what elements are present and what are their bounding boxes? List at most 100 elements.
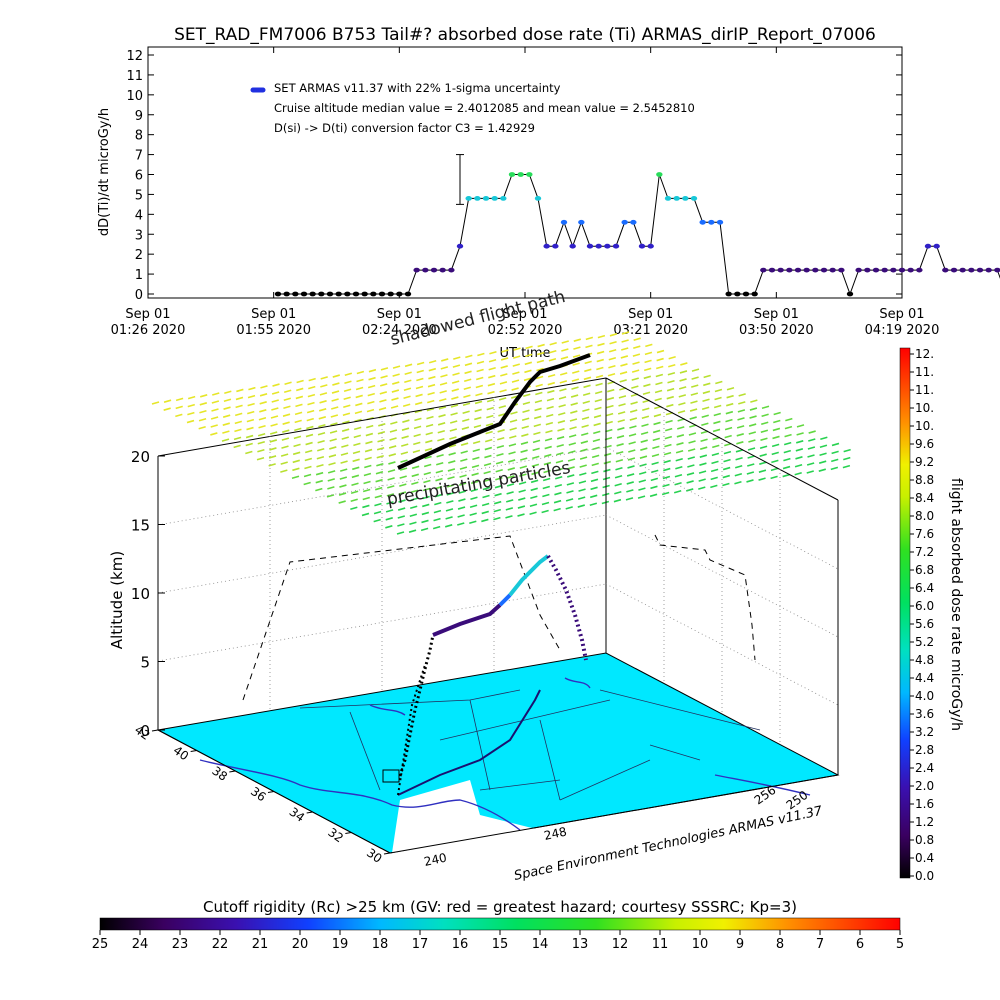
precip-dash xyxy=(379,383,388,387)
precip-dash xyxy=(725,410,734,415)
precip-dash xyxy=(340,460,348,464)
precip-dash xyxy=(426,415,434,420)
precip-dash xyxy=(542,477,551,482)
x-tick-label-date: Sep 01 xyxy=(879,307,924,322)
precip-dash xyxy=(578,480,587,484)
precip-dash xyxy=(392,381,400,385)
precip-dash xyxy=(423,463,432,468)
precip-dash xyxy=(373,518,381,523)
precip-dash xyxy=(269,431,278,435)
x-tick-label-time: 02:52 2020 xyxy=(488,323,563,338)
colorbar-tick-label: 7.6 xyxy=(915,527,934,541)
dose-rate-colorbar-gradient xyxy=(899,347,911,879)
precip-dash xyxy=(257,440,265,445)
precip-dash xyxy=(446,484,455,488)
precip-dash xyxy=(597,334,606,339)
precip-dash xyxy=(818,468,827,472)
precip-dash xyxy=(534,407,542,412)
y-tick-label: 6 xyxy=(135,169,143,184)
precip-dash xyxy=(458,482,467,486)
precip-dash xyxy=(758,477,766,481)
precip-dash xyxy=(644,351,653,356)
precip-dash xyxy=(614,474,623,479)
precip-dash xyxy=(413,425,422,430)
precip-dash xyxy=(423,479,431,484)
precip-dash xyxy=(441,358,449,362)
precip-dash xyxy=(572,370,580,374)
precip-dash xyxy=(723,458,731,463)
precip-dash xyxy=(842,464,851,469)
precip-dash xyxy=(433,517,441,522)
precip-dash xyxy=(437,438,445,442)
precip-dash xyxy=(771,451,779,456)
dose-rate-line xyxy=(278,174,1000,296)
precip-dash xyxy=(593,430,601,435)
precip-dash xyxy=(759,453,767,457)
precip-dash xyxy=(422,487,431,492)
precip-dash xyxy=(687,448,696,452)
precip-dash xyxy=(344,372,353,377)
y-tick-label: 5 xyxy=(135,188,143,203)
precip-dash xyxy=(734,472,743,477)
precip-dash xyxy=(307,393,316,398)
dose-rate-point xyxy=(968,267,975,273)
precip-dash xyxy=(463,386,472,391)
precip-dash xyxy=(233,444,241,449)
precip-dash xyxy=(305,441,313,446)
precip-dash xyxy=(304,449,313,454)
precip-dash xyxy=(340,452,349,456)
precip-dash xyxy=(617,419,625,423)
x-tick-label-date: Sep 01 xyxy=(377,307,422,322)
precip-dash xyxy=(453,356,461,360)
dose-rate-point xyxy=(387,291,394,297)
precip-dash xyxy=(618,395,627,399)
precip-dash xyxy=(771,459,779,464)
dose-rate-point xyxy=(812,267,819,273)
precip-dash xyxy=(666,387,675,392)
precip-dash xyxy=(631,377,639,381)
dose-rate-point xyxy=(682,196,689,201)
precip-dash xyxy=(331,406,339,410)
precip-dash xyxy=(656,349,665,354)
precip-dash xyxy=(654,397,662,402)
precip-dash xyxy=(783,441,792,446)
dose-rate-point xyxy=(656,172,663,177)
precip-dash xyxy=(499,381,508,385)
y-tick-label: 1 xyxy=(135,268,143,283)
precip-dash xyxy=(726,394,734,399)
precip-dash xyxy=(260,385,268,389)
dose-rate-point xyxy=(526,172,533,177)
precip-dash xyxy=(558,404,566,408)
precip-dash xyxy=(506,491,514,495)
precip-dash xyxy=(292,459,300,464)
precip-dash xyxy=(411,473,419,478)
ut-time-axis-label: UT time xyxy=(500,346,551,361)
dose-rate-point xyxy=(621,219,628,225)
precip-dash xyxy=(496,445,505,449)
precip-dash xyxy=(320,376,328,380)
precip-dash xyxy=(555,459,564,464)
precip-dash xyxy=(223,406,231,410)
precip-dash xyxy=(438,414,446,418)
dose-rate-point xyxy=(716,219,724,225)
precip-dash xyxy=(280,469,288,473)
dose-rate-point xyxy=(456,243,464,249)
precip-dash xyxy=(518,489,526,493)
precip-dash xyxy=(678,394,687,398)
precip-dash xyxy=(403,395,411,400)
precip-dash xyxy=(616,443,624,447)
precip-dash xyxy=(583,376,592,381)
dose-rate-point xyxy=(274,291,282,297)
precip-dash xyxy=(341,436,349,440)
precip-dash xyxy=(632,353,641,357)
precip-dash xyxy=(350,490,359,495)
precip-dash xyxy=(520,449,528,453)
precip-dash xyxy=(385,509,394,513)
precip-dash xyxy=(589,494,598,499)
precip-dash xyxy=(364,456,372,461)
precip-dash xyxy=(222,430,230,434)
dose-rate-point xyxy=(595,243,602,249)
dose-rate-point xyxy=(846,291,854,297)
